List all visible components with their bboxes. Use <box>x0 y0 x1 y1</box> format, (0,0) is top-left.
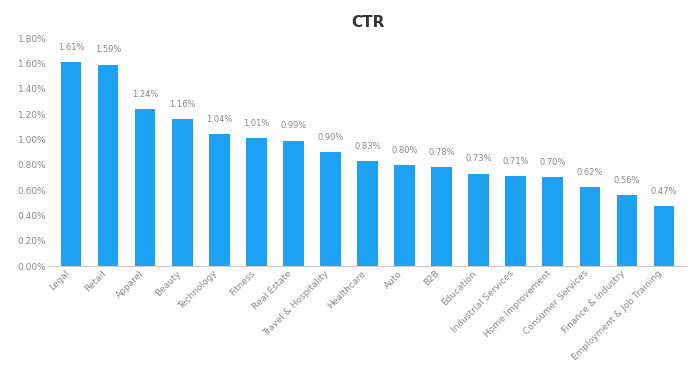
Bar <box>172 119 192 266</box>
Bar <box>468 174 489 266</box>
Text: 1.04%: 1.04% <box>206 115 232 124</box>
Text: 0.47%: 0.47% <box>650 187 677 196</box>
Bar <box>394 165 414 266</box>
Text: 0.83%: 0.83% <box>354 142 381 151</box>
Text: 0.80%: 0.80% <box>391 146 418 155</box>
Text: 1.01%: 1.01% <box>243 119 270 128</box>
Bar <box>542 177 563 266</box>
Text: 0.73%: 0.73% <box>466 154 492 163</box>
Text: 1.61%: 1.61% <box>58 43 85 52</box>
Text: 1.16%: 1.16% <box>169 100 195 109</box>
Bar <box>284 141 304 266</box>
Bar <box>431 167 452 266</box>
Bar <box>98 65 118 266</box>
Text: 0.62%: 0.62% <box>577 168 603 177</box>
Text: 0.78%: 0.78% <box>428 148 455 157</box>
Title: CTR: CTR <box>351 15 384 30</box>
Bar <box>209 134 230 266</box>
Bar <box>246 138 267 266</box>
Text: 1.59%: 1.59% <box>95 46 121 54</box>
Bar <box>617 195 637 266</box>
Text: 0.70%: 0.70% <box>540 158 566 167</box>
Bar <box>580 187 600 266</box>
Text: 0.71%: 0.71% <box>503 157 529 166</box>
Bar <box>654 206 674 266</box>
Bar <box>61 62 81 266</box>
Text: 0.99%: 0.99% <box>280 122 307 130</box>
Text: 1.24%: 1.24% <box>132 90 158 99</box>
Bar <box>135 109 155 266</box>
Bar <box>505 176 526 266</box>
Bar <box>357 161 378 266</box>
Bar <box>321 152 341 266</box>
Text: 0.90%: 0.90% <box>317 133 344 142</box>
Text: 0.56%: 0.56% <box>613 176 640 185</box>
